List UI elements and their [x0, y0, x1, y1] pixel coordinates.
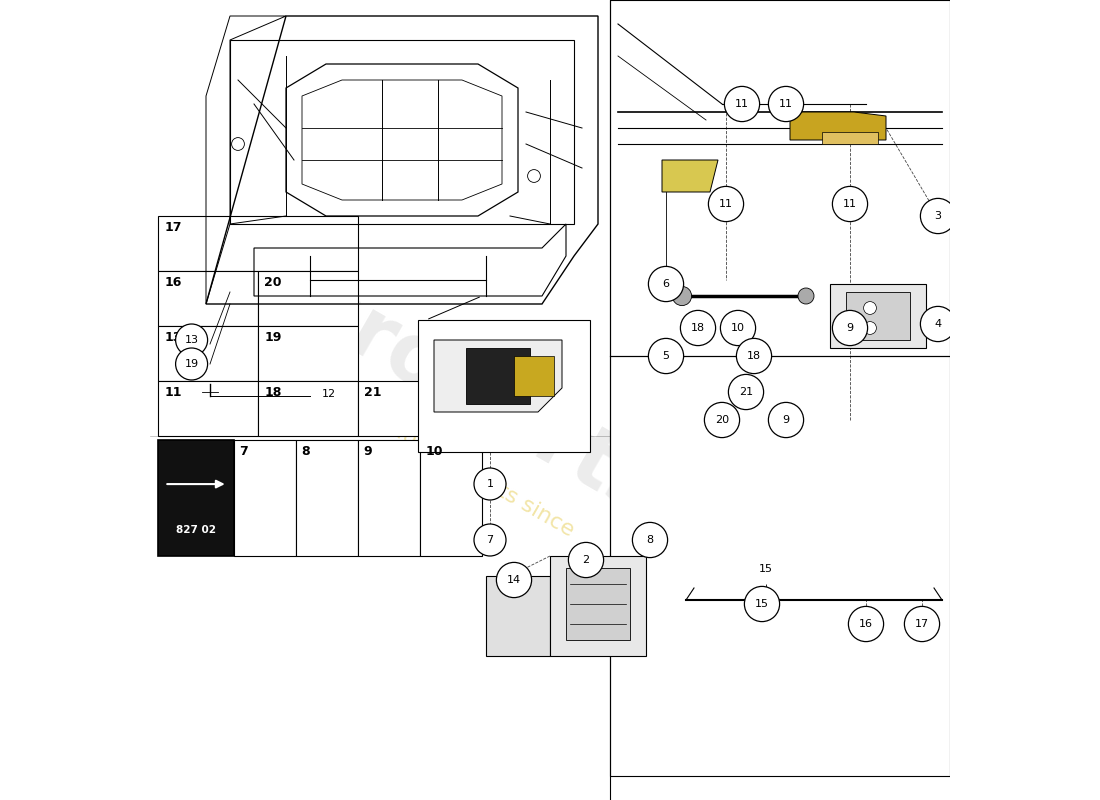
Bar — [418, 320, 590, 452]
Text: 20: 20 — [264, 276, 282, 289]
Polygon shape — [514, 356, 554, 396]
Text: 2: 2 — [582, 555, 590, 565]
Circle shape — [864, 302, 877, 314]
Text: 13: 13 — [164, 331, 182, 344]
Circle shape — [720, 310, 756, 346]
Text: 17: 17 — [915, 619, 930, 629]
Text: 19: 19 — [264, 331, 282, 344]
Polygon shape — [822, 132, 878, 144]
Text: 21: 21 — [739, 387, 754, 397]
Text: 19: 19 — [185, 359, 199, 369]
Text: 3: 3 — [935, 211, 942, 221]
Circle shape — [833, 186, 868, 222]
Polygon shape — [566, 568, 630, 640]
Text: 16: 16 — [859, 619, 873, 629]
Bar — [234, 440, 296, 556]
Text: 7: 7 — [486, 535, 494, 545]
Text: 11: 11 — [735, 99, 749, 109]
Circle shape — [904, 606, 939, 642]
Circle shape — [921, 306, 956, 342]
Bar — [358, 381, 490, 436]
Bar — [610, 0, 950, 776]
Text: 9: 9 — [782, 415, 790, 425]
Text: 21: 21 — [364, 386, 382, 398]
Circle shape — [864, 322, 877, 334]
Circle shape — [921, 198, 956, 234]
Text: 18: 18 — [691, 323, 705, 333]
Text: 18: 18 — [747, 351, 761, 361]
Circle shape — [569, 542, 604, 578]
Text: 6: 6 — [662, 279, 670, 289]
Bar — [158, 326, 258, 381]
Bar — [258, 271, 358, 326]
Circle shape — [632, 522, 668, 558]
Polygon shape — [846, 292, 910, 340]
Circle shape — [496, 562, 531, 598]
Circle shape — [648, 338, 683, 374]
Polygon shape — [434, 340, 562, 412]
Text: 11: 11 — [719, 199, 733, 209]
Bar — [158, 216, 358, 271]
Text: 8: 8 — [647, 535, 653, 545]
Circle shape — [769, 86, 804, 122]
Bar — [258, 381, 358, 436]
Text: 18: 18 — [264, 386, 282, 398]
Bar — [358, 440, 420, 556]
Circle shape — [728, 374, 763, 410]
Text: 20: 20 — [715, 415, 729, 425]
Circle shape — [474, 524, 506, 556]
Text: 10: 10 — [426, 445, 443, 458]
Text: 15: 15 — [755, 599, 769, 609]
Text: 827 02: 827 02 — [176, 526, 216, 535]
Bar — [420, 440, 482, 556]
Circle shape — [769, 402, 804, 438]
Circle shape — [725, 86, 760, 122]
Circle shape — [704, 402, 739, 438]
Polygon shape — [550, 556, 646, 656]
Polygon shape — [830, 284, 926, 348]
Bar — [158, 271, 258, 326]
Circle shape — [672, 286, 692, 306]
Text: 9: 9 — [364, 445, 372, 458]
Circle shape — [736, 338, 771, 374]
Text: 9: 9 — [846, 323, 854, 333]
Polygon shape — [790, 112, 886, 140]
Circle shape — [176, 324, 208, 356]
Text: 7: 7 — [240, 445, 249, 458]
Text: 12: 12 — [322, 390, 337, 399]
Bar — [158, 440, 234, 556]
Text: 10: 10 — [732, 323, 745, 333]
Text: 5: 5 — [662, 351, 670, 361]
Circle shape — [798, 288, 814, 304]
Bar — [258, 326, 358, 381]
Text: 17: 17 — [164, 221, 182, 234]
Text: 11: 11 — [843, 199, 857, 209]
Text: 1: 1 — [486, 479, 494, 489]
Circle shape — [176, 348, 208, 380]
Bar — [158, 381, 258, 436]
Circle shape — [708, 186, 744, 222]
Circle shape — [833, 310, 868, 346]
Text: europarts: europarts — [234, 234, 674, 534]
Text: 11: 11 — [164, 386, 182, 398]
Text: 16: 16 — [164, 276, 182, 289]
Circle shape — [648, 266, 683, 302]
Circle shape — [745, 586, 780, 622]
Polygon shape — [466, 348, 530, 404]
Bar — [296, 440, 358, 556]
Text: 11: 11 — [779, 99, 793, 109]
Polygon shape — [486, 576, 550, 656]
Text: 15: 15 — [759, 565, 773, 574]
Text: 13: 13 — [185, 335, 199, 345]
Circle shape — [848, 606, 883, 642]
Text: 8: 8 — [301, 445, 310, 458]
Text: a passion for parts since: a passion for parts since — [331, 387, 578, 541]
Circle shape — [474, 468, 506, 500]
Circle shape — [681, 310, 716, 346]
Text: 4: 4 — [934, 319, 942, 329]
Text: 14: 14 — [507, 575, 521, 585]
Polygon shape — [662, 160, 718, 192]
